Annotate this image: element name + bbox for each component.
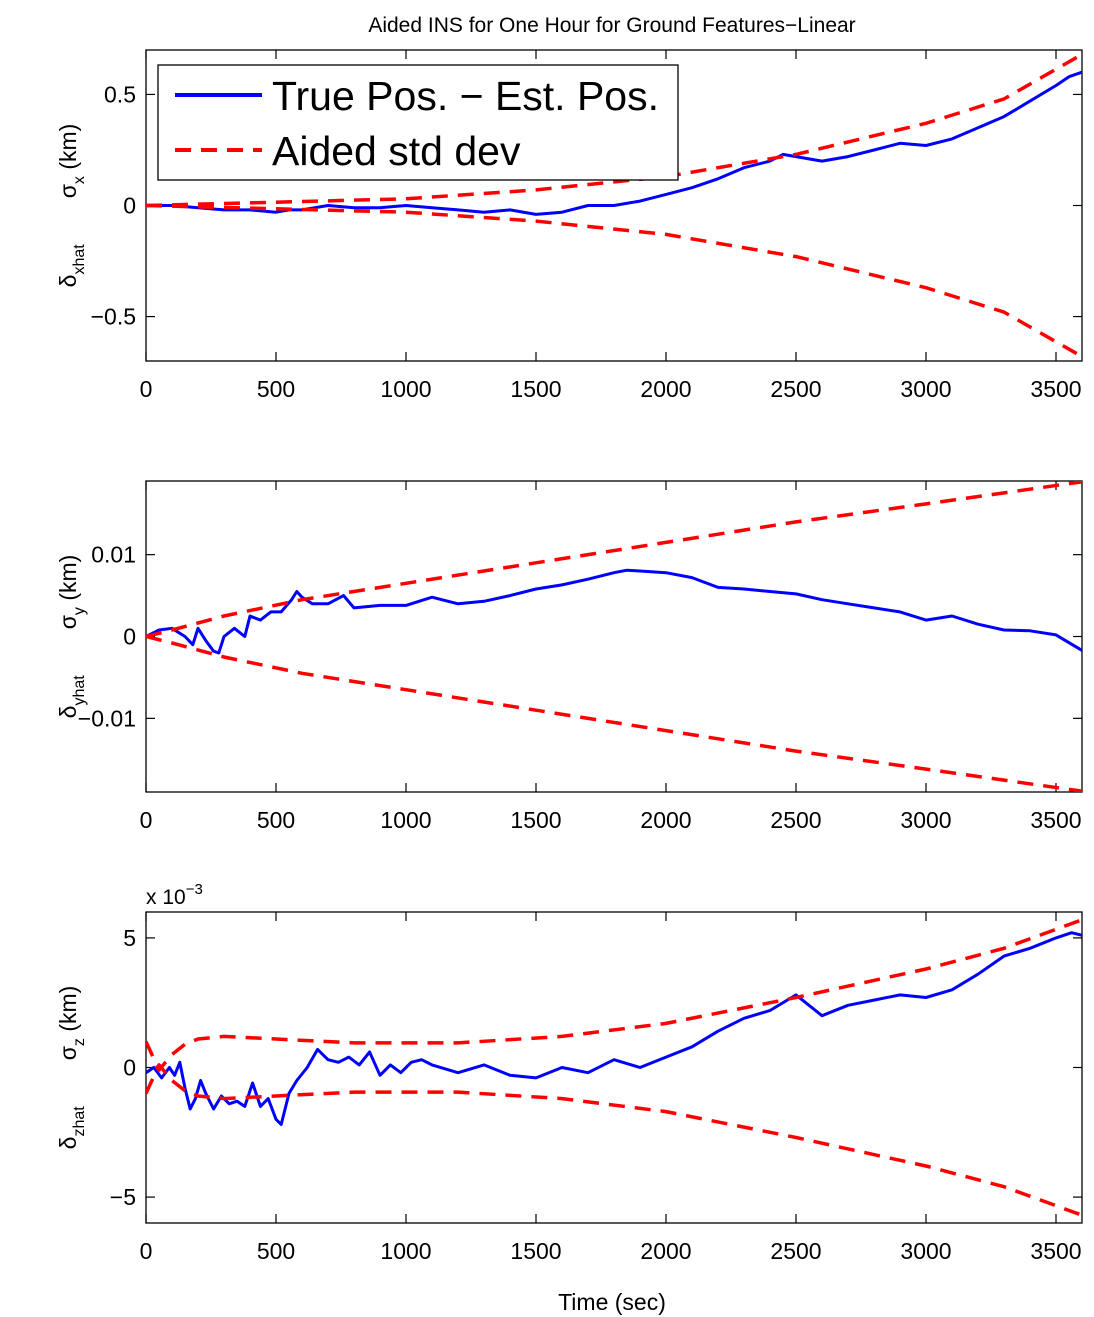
y-exponent-power: −3 [186, 881, 203, 898]
x-tick-label: 2000 [640, 1238, 691, 1264]
x-tick-label: 3000 [900, 807, 951, 833]
y-label-space [55, 198, 81, 244]
y-tick-label: 0 [123, 1055, 136, 1081]
y-label-unit: (km) [55, 986, 81, 1038]
y-tick-label: 0.5 [104, 81, 136, 107]
x-tick-label: 1500 [510, 807, 561, 833]
x-tick-label: 0 [140, 807, 153, 833]
series-group [146, 918, 1082, 1217]
y-label-delta-sub: xhat [71, 244, 88, 275]
series-group [146, 481, 1082, 792]
legend-box [157, 64, 679, 181]
y-label-sigma-sub: x [71, 176, 88, 184]
x-tick-label: 3500 [1030, 807, 1081, 833]
y-label-space [55, 629, 81, 675]
y-axis-label: δzhat σz (km) [55, 986, 88, 1150]
x-tick-label: 500 [257, 807, 295, 833]
y-label-delta: δ [55, 1137, 81, 1150]
legend-entry-estimate: True Pos. − Est. Pos. [272, 73, 659, 119]
y-exponent-label: x 10−3 [146, 881, 203, 909]
y-label-space [55, 1060, 81, 1106]
y-tick-label: 0.01 [91, 542, 136, 568]
legend: True Pos. − Est. Pos. Aided std dev [157, 64, 679, 181]
x-axis-label: Time (sec) [558, 1289, 666, 1315]
x-tick-label: 1500 [510, 376, 561, 402]
y-tick-label: −0.5 [91, 304, 136, 330]
x-tick-label: 3500 [1030, 376, 1081, 402]
y-axis-label: δxhat σx (km) [55, 124, 88, 288]
y-label-delta: δ [55, 275, 81, 288]
x-tick-label: 1000 [380, 1238, 431, 1264]
x-tick-label: 3000 [900, 1238, 951, 1264]
y-label-delta: δ [55, 706, 81, 719]
y-label-sigma: σ [55, 615, 81, 629]
series-line-std-upper [146, 918, 1082, 1072]
series-line-std-lower [146, 634, 1082, 792]
y-label-unit: (km) [55, 555, 81, 607]
y-label-delta-sub: yhat [71, 675, 88, 706]
x-tick-label: 2000 [640, 376, 691, 402]
y-tick-label: 0 [123, 624, 136, 650]
y-label-sigma: σ [55, 1046, 81, 1060]
x-tick-label: 2500 [770, 1238, 821, 1264]
x-tick-label: 500 [257, 1238, 295, 1264]
y-axis-label: δyhat σy (km) [55, 555, 88, 719]
axes-box [145, 480, 1083, 793]
x-tick-label: 3500 [1030, 1238, 1081, 1264]
y-tick-label: −0.01 [78, 705, 136, 731]
figure-title: Aided INS for One Hour for Ground Featur… [368, 14, 855, 37]
x-tick-label: 0 [140, 1238, 153, 1264]
y-label-unit: (km) [55, 124, 81, 176]
x-tick-label: 3000 [900, 376, 951, 402]
axes-box [145, 911, 1083, 1224]
y-label-sigma-sub: y [71, 607, 88, 615]
series-line-estimate-error [146, 568, 1082, 655]
series-line-std-upper [146, 481, 1082, 639]
series-line-std-lower [146, 1063, 1082, 1217]
y-tick-label: −5 [110, 1184, 136, 1210]
legend-entry-std: Aided std dev [272, 128, 521, 174]
x-tick-label: 0 [140, 376, 153, 402]
y-label-sigma-sub: z [71, 1038, 88, 1046]
y-tick-label: 5 [123, 925, 136, 951]
series-line-std-lower [146, 203, 1082, 359]
subplot-y-error: 0 500 1000 1500 2000 2500 3000 3500−0.0100.01δy… [55, 480, 1083, 833]
x-tick-label: 2500 [770, 807, 821, 833]
x-tick-label: 1000 [380, 807, 431, 833]
y-tick-label: 0 [123, 193, 136, 219]
x-tick-label: 1000 [380, 376, 431, 402]
x-tick-label: 2000 [640, 807, 691, 833]
y-label-delta-sub: zhat [71, 1106, 88, 1137]
series-line-estimate-error [146, 70, 1082, 216]
x-tick-label: 1500 [510, 1238, 561, 1264]
x-tick-label: 500 [257, 376, 295, 402]
y-label-sigma: σ [55, 184, 81, 198]
x-tick-label: 2500 [770, 376, 821, 402]
